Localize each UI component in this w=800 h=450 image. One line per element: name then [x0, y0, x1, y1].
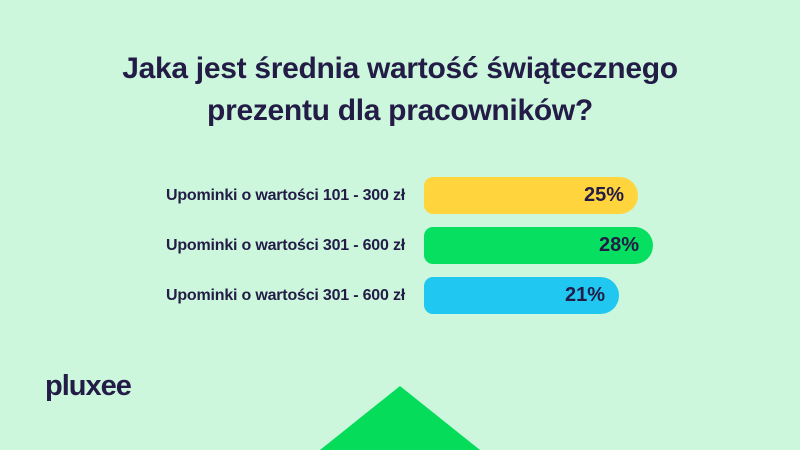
pluxee-logo: pluxee	[45, 370, 132, 402]
bar-value-label: 28%	[598, 234, 639, 256]
chart-title-line-1: Jaka jest średnia wartość świątecznego	[122, 52, 678, 85]
chart-title: Jaka jest średnia wartość świątecznego p…	[0, 48, 800, 132]
bar-blue-301-600: 21%	[424, 277, 619, 314]
chart-title-line-2: prezentu dla pracowników?	[207, 94, 593, 127]
bar-green-301-600: 28%	[424, 227, 653, 264]
bar-value-label: 21%	[564, 284, 605, 306]
bar-category-label: Upominki o wartości 301 - 600 zł	[165, 237, 405, 254]
bar-value-label: 25%	[583, 184, 624, 206]
bar-category-label: Upominki o wartości 101 - 300 zł	[165, 187, 405, 204]
bar-yellow-101-300: 25%	[424, 177, 638, 214]
bar-category-label: Upominki o wartości 301 - 600 zł	[165, 287, 405, 304]
bar-row: Upominki o wartości 301 - 600 zł 21%	[0, 277, 800, 314]
bar-row: Upominki o wartości 301 - 600 zł 28%	[0, 227, 800, 264]
bar-row: Upominki o wartości 101 - 300 zł 25%	[0, 177, 800, 214]
